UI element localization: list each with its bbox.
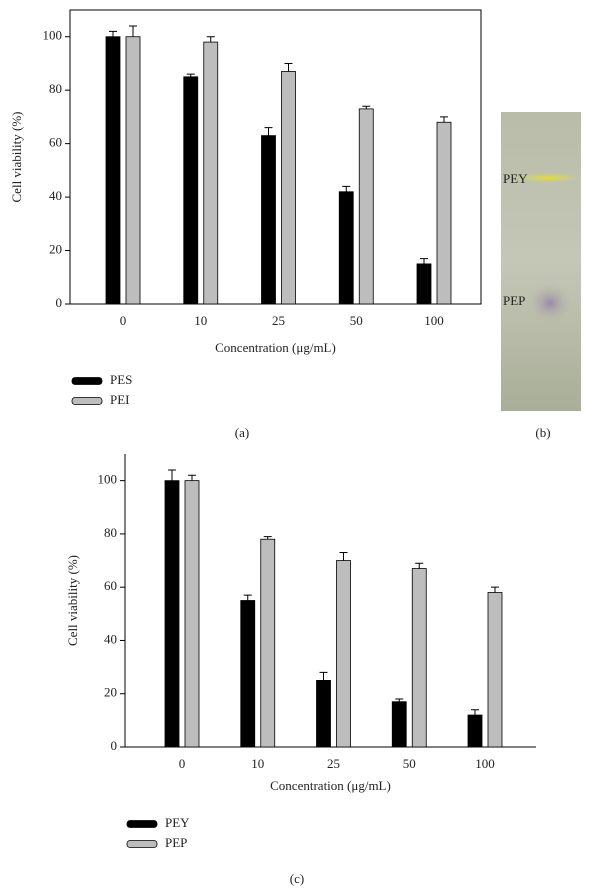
error-bar	[415, 562, 424, 569]
y-tick-label: 80	[49, 81, 62, 96]
bar	[358, 108, 374, 305]
x-tick-label: 100	[475, 756, 495, 771]
legend-label: PEI	[110, 392, 130, 407]
bar	[105, 36, 121, 305]
x-tick-label: 50	[403, 756, 416, 771]
legend-swatch	[71, 397, 103, 405]
bar	[487, 592, 503, 748]
bar	[281, 71, 296, 305]
x-tick-label: 0	[120, 313, 127, 328]
bar	[260, 538, 276, 748]
error-bar	[491, 586, 499, 593]
error-bar	[339, 552, 348, 561]
panel-label: (a)	[235, 425, 249, 440]
bar	[467, 714, 483, 748]
bar	[125, 36, 141, 305]
bar	[338, 191, 354, 305]
error-bar	[243, 594, 252, 601]
bar	[240, 600, 256, 748]
error-bar	[168, 469, 176, 481]
y-tick-label: 0	[111, 738, 118, 753]
error-bar	[395, 698, 404, 702]
x-tick-label: 0	[179, 756, 186, 771]
y-tick-label: 40	[49, 188, 62, 203]
y-tick-label: 100	[43, 28, 63, 43]
legend-label: PEP	[165, 835, 187, 850]
y-tick-label: 0	[56, 295, 63, 310]
bar	[203, 41, 219, 305]
error-bar	[342, 185, 351, 192]
y-tick-label: 20	[49, 242, 62, 257]
bar	[183, 76, 199, 305]
error-bar	[440, 116, 448, 123]
pep-spot	[528, 283, 572, 323]
bar	[411, 568, 427, 748]
y-tick-label: 100	[98, 472, 118, 487]
y-tick-label: 80	[104, 525, 117, 540]
error-bar	[319, 671, 328, 681]
error-bar	[284, 62, 293, 72]
legend-swatch	[71, 377, 103, 385]
legend-swatch	[126, 840, 158, 848]
y-tick-label: 40	[104, 631, 117, 646]
bar	[336, 560, 351, 748]
error-bar	[264, 127, 273, 136]
y-axis-label: Cell viability (%)	[9, 112, 24, 203]
x-tick-label: 100	[424, 313, 444, 328]
x-axis-label: Concentration (μg/mL)	[215, 340, 336, 355]
y-tick-label: 20	[104, 685, 117, 700]
legend-swatch	[126, 820, 158, 828]
error-bar	[420, 258, 428, 264]
plate-label: PEY	[503, 171, 528, 186]
bar	[184, 480, 200, 748]
plate-label: PEP	[503, 293, 525, 308]
x-tick-label: 10	[251, 756, 264, 771]
x-axis-label: Concentration (μg/mL)	[270, 778, 391, 793]
y-axis-label: Cell viability (%)	[65, 555, 80, 646]
error-bar	[206, 36, 215, 43]
bar	[261, 135, 276, 305]
x-tick-label: 10	[194, 313, 207, 328]
bar	[391, 701, 407, 748]
bar	[164, 480, 180, 748]
panel-label: (c)	[290, 871, 304, 886]
pey-band	[514, 173, 582, 183]
error-bar	[129, 25, 137, 37]
error-bar	[109, 30, 117, 37]
panel-label: (b)	[535, 425, 550, 440]
error-bar	[188, 474, 196, 481]
error-bar	[263, 536, 272, 540]
error-bar	[362, 105, 371, 109]
error-bar	[471, 709, 479, 716]
y-tick-label: 60	[104, 578, 117, 593]
y-tick-label: 60	[49, 135, 62, 150]
bar	[316, 680, 331, 748]
x-tick-label: 50	[350, 313, 363, 328]
legend-label: PEY	[165, 815, 190, 830]
legend-label: PES	[110, 372, 132, 387]
error-bar	[186, 73, 195, 77]
x-tick-label: 25	[272, 313, 285, 328]
bar	[416, 263, 432, 305]
bar	[436, 121, 452, 305]
x-tick-label: 25	[327, 756, 340, 771]
tlc-plate	[501, 112, 581, 411]
